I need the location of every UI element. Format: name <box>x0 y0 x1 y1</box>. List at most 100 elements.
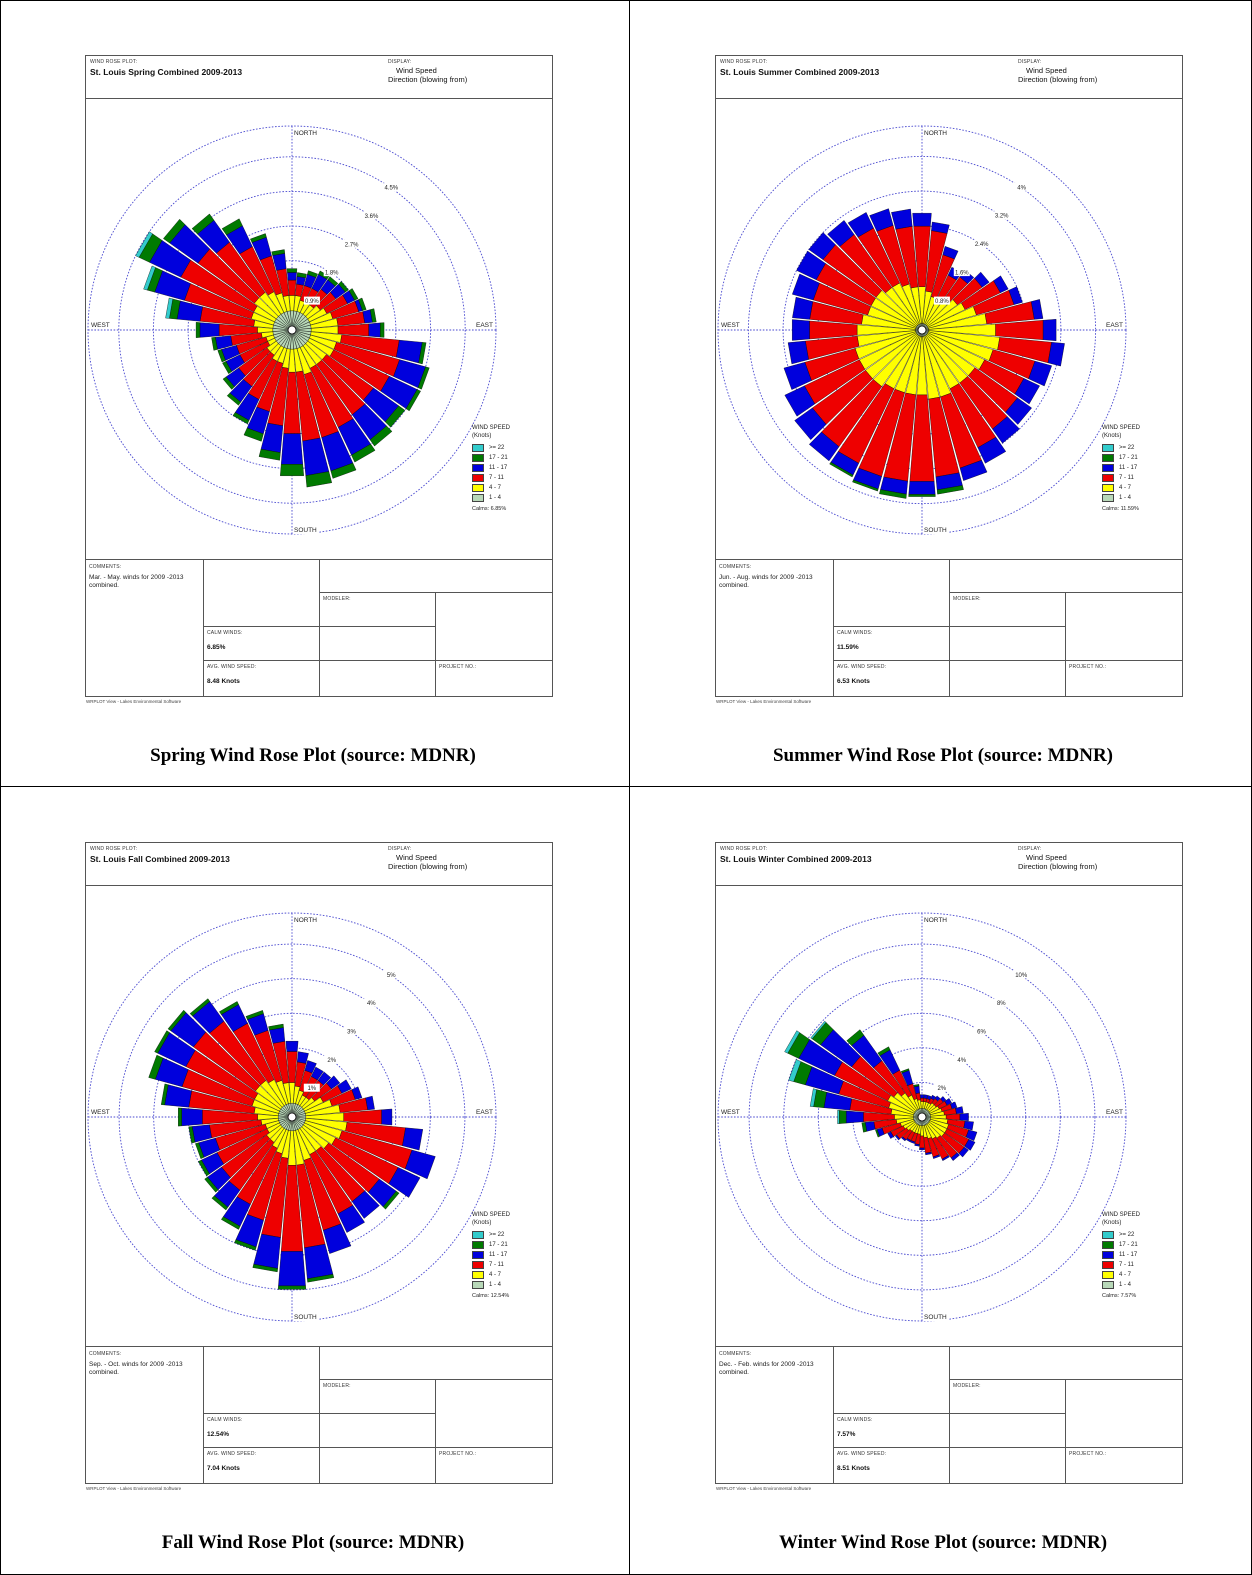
petal-270-bin-6 <box>837 1110 840 1124</box>
petal-60-bin-4 <box>944 1098 952 1106</box>
footer-line <box>203 660 552 661</box>
ring-label-5: 10% <box>1015 973 1028 979</box>
legend-label: 17 - 21 <box>489 1242 508 1248</box>
footer-line <box>203 560 204 696</box>
software-credit: WRPLOT View - Lakes Environmental Softwa… <box>86 1486 182 1491</box>
petal-180-bin-5 <box>908 494 936 497</box>
legend-swatch <box>1102 1231 1114 1239</box>
compass-label-east: EAST <box>1106 1109 1123 1116</box>
wind-rose-panel: WIND ROSE PLOT: St. Louis Fall Combined … <box>85 842 553 1491</box>
petal-300-bin-6 <box>135 231 153 258</box>
petal-300-bin-5 <box>154 1030 170 1054</box>
footer-line <box>833 1447 1182 1448</box>
comments-text: Jun. - Aug. winds for 2009 -2013 combine… <box>719 574 813 589</box>
petal-0-bin-4 <box>912 213 932 227</box>
petal-220-bin-4 <box>901 1136 907 1142</box>
petal-320-bin-4 <box>827 220 855 247</box>
petal-80-bin-4 <box>365 1095 375 1111</box>
petal-20-bin-4 <box>926 1095 932 1100</box>
petal-260-bin-4 <box>191 1124 212 1143</box>
comments-label: COMMENTS: <box>89 1351 122 1357</box>
petal-140-bin-5 <box>369 425 393 447</box>
petal-220-bin-4 <box>808 431 840 462</box>
legend-swatch <box>472 1281 484 1289</box>
legend-item: 7 - 11 <box>1102 1260 1182 1270</box>
panel-header: WIND ROSE PLOT: St. Louis Winter Combine… <box>716 843 1182 886</box>
petal-150-bin-5 <box>351 443 376 463</box>
petal-290-bin-4 <box>792 273 820 301</box>
legend-swatch <box>1102 484 1114 492</box>
legend-item: 11 - 17 <box>1102 463 1182 473</box>
petal-90-bin-3 <box>337 323 369 337</box>
petal-330-bin-5 <box>221 218 243 236</box>
ring-label-bg-2 <box>953 268 970 277</box>
compass-label-bg-west <box>90 320 116 329</box>
petal-0-bin-5 <box>286 268 298 273</box>
petal-150-bin-4 <box>941 1155 950 1161</box>
legend-title: WIND SPEED <box>1102 425 1141 431</box>
calm-winds-label: CALM WINDS: <box>837 630 873 636</box>
legend-label: 1 - 4 <box>489 495 502 501</box>
petal-270-bin-4 <box>199 322 220 338</box>
petal-170-bin-4 <box>925 1151 932 1156</box>
legend-swatch <box>1102 1251 1114 1259</box>
avg-wind-speed-value: 8.51 Knots <box>837 1465 870 1472</box>
footer-line <box>203 1447 552 1448</box>
grid-divider-vertical <box>629 0 630 1575</box>
ring-label-2: 2% <box>327 1058 336 1064</box>
compass-label-east: EAST <box>476 322 493 329</box>
petal-250-bin-4 <box>783 362 812 390</box>
ring-label-bg-5 <box>1013 970 1030 979</box>
petal-180-bin-4 <box>919 1147 925 1150</box>
legend-item: 4 - 7 <box>472 1270 552 1280</box>
legend-units: (Knots) <box>472 433 492 439</box>
footer-line <box>203 1347 204 1483</box>
compass-label-south: SOUTH <box>294 1314 317 1321</box>
legend-item: >= 22 <box>472 443 552 453</box>
comments-label: COMMENTS: <box>89 564 122 570</box>
petal-280-bin-5 <box>160 1083 169 1106</box>
legend-label: 4 - 7 <box>489 1272 502 1278</box>
ring-4 <box>783 978 1061 1256</box>
avg-wind-speed-label: AVG. WIND SPEED: <box>207 664 257 670</box>
petal-20-bin-4 <box>304 1060 317 1074</box>
info-footer: COMMENTS: Sep. - Oct. winds for 2009 -20… <box>86 1346 552 1483</box>
project-no-label: PROJECT NO.: <box>1069 664 1107 670</box>
center-calm-circle <box>917 325 927 335</box>
compass-label-west: WEST <box>721 1109 740 1116</box>
figure-caption: Winter Wind Rose Plot (source: MDNR) <box>778 1532 1108 1553</box>
grid-divider-horizontal <box>0 786 1252 787</box>
wind-rose-chart: 0.9% 1.8% 2.7% 3.6% 4.5% NORTH SOUTH EAST WEST <box>87 125 497 535</box>
compass-label-north: NORTH <box>924 130 947 137</box>
petal-310-bin-4 <box>808 232 836 260</box>
petal-340-bin-4 <box>869 208 894 232</box>
footer-line <box>319 592 552 593</box>
legend-title: WIND SPEED <box>1102 1212 1141 1218</box>
petal-290-bin-5 <box>148 1054 164 1080</box>
avg-wind-speed-value: 7.04 Knots <box>207 1465 240 1472</box>
compass-label-bg-east <box>1097 1107 1123 1116</box>
petal-280-bin-6 <box>165 297 174 319</box>
display-label: DISPLAY: <box>388 59 412 65</box>
ring-label-bg-5 <box>383 970 400 979</box>
legend-swatch <box>1102 494 1114 502</box>
legend-title: WIND SPEED <box>472 425 511 431</box>
petal-280-bin-6 <box>809 1088 817 1107</box>
calm-winds-label: CALM WINDS: <box>207 1417 243 1423</box>
ring-label-2: 1.6% <box>955 271 969 277</box>
footer-line <box>833 1347 834 1483</box>
petal-200-bin-5 <box>234 1239 257 1251</box>
compass-label-north: NORTH <box>294 917 317 924</box>
petal-270-bin-4 <box>792 319 810 341</box>
legend-item: 1 - 4 <box>472 493 552 503</box>
ring-label-3: 6% <box>977 1030 986 1036</box>
petal-220-bin-5 <box>226 392 241 406</box>
legend-swatch <box>472 484 484 492</box>
footer-line <box>833 560 834 696</box>
compass-label-bg-east <box>1097 320 1123 329</box>
petal-200-bin-5 <box>243 427 264 442</box>
compass-label-south: SOUTH <box>294 527 317 534</box>
petal-0-bin-4 <box>287 272 297 281</box>
footer-line <box>833 626 1066 627</box>
legend-label: 17 - 21 <box>489 455 508 461</box>
